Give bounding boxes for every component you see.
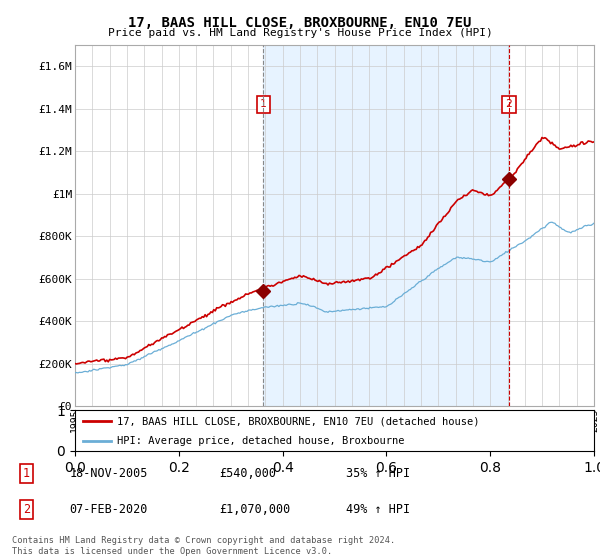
Text: 1: 1: [23, 467, 30, 480]
Text: 1: 1: [260, 99, 266, 109]
Text: 35% ↑ HPI: 35% ↑ HPI: [346, 467, 410, 480]
Text: £540,000: £540,000: [220, 467, 277, 480]
Text: 2: 2: [23, 503, 30, 516]
Text: Contains HM Land Registry data © Crown copyright and database right 2024.
This d: Contains HM Land Registry data © Crown c…: [12, 536, 395, 556]
Text: Price paid vs. HM Land Registry's House Price Index (HPI): Price paid vs. HM Land Registry's House …: [107, 28, 493, 38]
Bar: [263, 45, 509, 406]
Text: 18-NOV-2005: 18-NOV-2005: [70, 467, 148, 480]
Text: HPI: Average price, detached house, Broxbourne: HPI: Average price, detached house, Brox…: [116, 436, 404, 446]
Text: 17, BAAS HILL CLOSE, BROXBOURNE, EN10 7EU: 17, BAAS HILL CLOSE, BROXBOURNE, EN10 7E…: [128, 16, 472, 30]
Text: 07-FEB-2020: 07-FEB-2020: [70, 503, 148, 516]
Text: 17, BAAS HILL CLOSE, BROXBOURNE, EN10 7EU (detached house): 17, BAAS HILL CLOSE, BROXBOURNE, EN10 7E…: [116, 417, 479, 426]
Text: £1,070,000: £1,070,000: [220, 503, 290, 516]
Text: 2: 2: [506, 99, 512, 109]
Text: 49% ↑ HPI: 49% ↑ HPI: [346, 503, 410, 516]
